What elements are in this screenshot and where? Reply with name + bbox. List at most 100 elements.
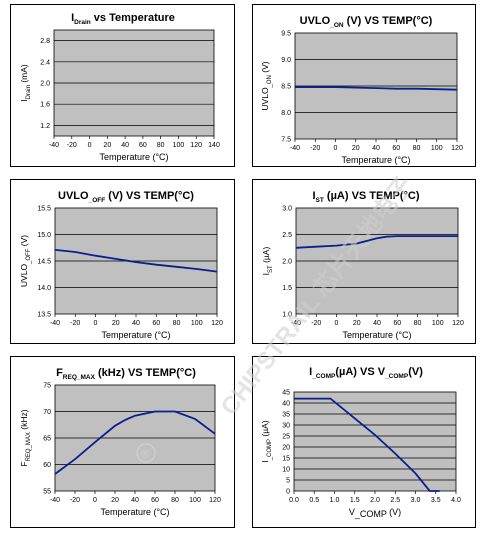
- y-tick-label: 2.8: [40, 38, 50, 45]
- y-tick-label: 1.6: [40, 102, 50, 109]
- y-tick-label: 70: [43, 409, 51, 416]
- x-axis-label: Temperature (°C): [99, 152, 168, 162]
- chart-title: IDrain vs Temperature: [71, 12, 175, 26]
- chart-uvlo-off: UVLO_OFF (V) VS TEMP(°C) 13.5 14.0 14.5 15.0…: [19, 190, 223, 340]
- y-tick-label: 3.0: [282, 206, 292, 213]
- x-tick-label: 80: [171, 497, 179, 504]
- x-tick-label: 20: [112, 320, 120, 327]
- y-tick-label: 15: [282, 456, 290, 463]
- x-tick-label: 60: [393, 320, 401, 327]
- y-tick-label: 15.5: [37, 206, 51, 213]
- y-tick-label: 60: [43, 462, 51, 469]
- x-tick-label: 20: [111, 497, 119, 504]
- x-tick-label: 40: [121, 142, 129, 149]
- y-tick-label: 15.0: [37, 232, 51, 239]
- y-tick-label: 10: [282, 467, 290, 474]
- x-tick-label: 3.5: [431, 497, 441, 504]
- chart-title: UVLO_OFF (V) VS TEMP(°C): [58, 190, 194, 204]
- x-tick-label: 100: [431, 145, 443, 152]
- y-tick-label: 14.0: [37, 285, 51, 292]
- plot-area: [293, 391, 457, 492]
- x-tick-label: 0: [94, 320, 98, 327]
- y-axis-label: FREQ_MAX (kHz): [19, 409, 32, 466]
- y-tick-label: 30: [282, 423, 290, 430]
- x-tick-label: 4.0: [451, 497, 461, 504]
- chart-idrain: IDrain vs Temperature 1.2 1.6 2.0 2.4 2.8 -40 -…: [19, 12, 220, 162]
- y-axis-label: IDrain (mA): [19, 64, 32, 102]
- y-tick-label: 45: [282, 390, 290, 397]
- x-tick-label: 40: [372, 145, 380, 152]
- series-line: [54, 410, 216, 475]
- x-tick-label: 40: [132, 320, 140, 327]
- x-tick-label: 60: [152, 320, 160, 327]
- y-tick-label: 65: [43, 436, 51, 443]
- x-tick-label: -20: [67, 142, 77, 149]
- chart-title: I_COMP(µA) VS V_COMP(V): [309, 366, 423, 380]
- x-tick-label: 60: [392, 145, 400, 152]
- y-tick-label: 9.5: [281, 31, 291, 38]
- chart-panel-ist: IST (µA) VS TEMP(°C) 1.0 1.5 2.0 2.5 3.0 -40 -2…: [252, 179, 476, 344]
- chart-icomp: I_COMP(µA) VS V_COMP(V) 0 5 10 15 20 25 30 35 40 4…: [260, 366, 461, 519]
- x-tick-label: -20: [311, 320, 321, 327]
- x-axis-label: Temperature (°C): [342, 330, 411, 340]
- chart-ist: IST (µA) VS TEMP(°C) 1.0 1.5 2.0 2.5 3.0 -40 -2…: [261, 190, 464, 340]
- y-tick-label: 2.0: [282, 259, 292, 266]
- x-tick-label: -40: [290, 145, 300, 152]
- x-tick-label: 100: [189, 497, 201, 504]
- x-tick-label: 1.5: [350, 497, 360, 504]
- x-tick-label: 60: [151, 497, 159, 504]
- y-tick-label: 8.5: [281, 84, 291, 91]
- y-tick-label: 25: [282, 434, 290, 441]
- x-tick-label: 120: [190, 142, 202, 149]
- chart-panel-uvlo-on: UVLO_ON (V) VS TEMP(°C) 7.5 8.0 8.5 9.0 9.5 -4…: [252, 4, 476, 167]
- chart-title: UVLO_ON (V) VS TEMP(°C): [300, 15, 433, 29]
- x-tick-label: 0: [88, 142, 92, 149]
- x-axis-label: V_COMP (V): [349, 507, 401, 519]
- y-axis-label: UVLO_ON (V): [260, 61, 273, 110]
- x-tick-label: 100: [432, 320, 444, 327]
- x-tick-label: 80: [413, 145, 421, 152]
- x-tick-label: 20: [353, 320, 361, 327]
- series-line: [54, 249, 218, 273]
- x-tick-label: 80: [157, 142, 165, 149]
- y-tick-label: 1.5: [282, 285, 292, 292]
- y-tick-label: 0: [286, 489, 290, 496]
- chart-panel-freq-max: FREQ_MAX (kHz) VS TEMP(°C) 55 60 65 70 75 -40 -…: [10, 356, 235, 528]
- x-tick-label: 3.0: [411, 497, 421, 504]
- y-tick-label: 13.5: [37, 312, 51, 319]
- x-tick-label: -40: [49, 142, 59, 149]
- x-tick-label: 1.0: [330, 497, 340, 504]
- x-tick-label: 20: [352, 145, 360, 152]
- chart-title: FREQ_MAX (kHz) VS TEMP(°C): [56, 367, 196, 381]
- x-axis-label: Temperature (°C): [100, 507, 169, 517]
- y-tick-label: 9.0: [281, 57, 291, 64]
- y-tick-label: 40: [282, 401, 290, 408]
- chart-panel-uvlo-off: UVLO_OFF (V) VS TEMP(°C) 13.5 14.0 14.5 15.0…: [10, 179, 235, 344]
- y-tick-label: 75: [43, 383, 51, 390]
- y-tick-label: 1.2: [40, 123, 50, 130]
- x-axis-label: Temperature (°C): [101, 330, 170, 340]
- y-axis-label: I_COMP (µA): [260, 420, 273, 462]
- y-tick-label: 14.5: [37, 259, 51, 266]
- y-tick-label: 2.5: [282, 232, 292, 239]
- x-tick-label: 2.0: [370, 497, 380, 504]
- y-tick-label: 8.0: [281, 110, 291, 117]
- x-tick-label: 0: [335, 320, 339, 327]
- x-tick-label: 100: [173, 142, 185, 149]
- x-tick-label: -40: [50, 320, 60, 327]
- x-tick-label: 140: [208, 142, 220, 149]
- y-tick-label: 2.0: [40, 81, 50, 88]
- x-tick-label: 100: [191, 320, 203, 327]
- y-tick-label: 35: [282, 412, 290, 419]
- y-axis-label: IST (µA): [261, 247, 274, 276]
- x-tick-label: -40: [291, 320, 301, 327]
- y-tick-label: 7.5: [281, 137, 291, 144]
- x-tick-label: 40: [373, 320, 381, 327]
- y-tick-label: 5: [286, 478, 290, 485]
- x-tick-label: 40: [131, 497, 139, 504]
- x-tick-label: 20: [103, 142, 111, 149]
- x-tick-label: 0.5: [309, 497, 319, 504]
- y-tick-label: 2.4: [40, 59, 50, 66]
- y-tick-label: 20: [282, 445, 290, 452]
- series-line: [295, 86, 458, 91]
